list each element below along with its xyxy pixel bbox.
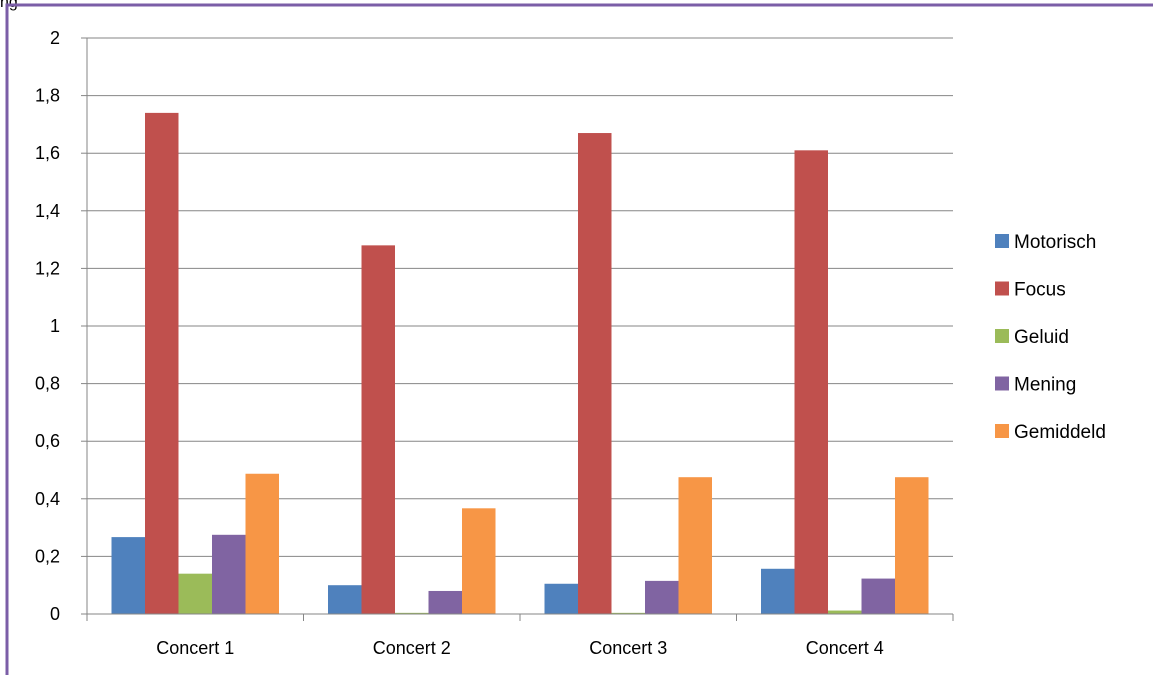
y-tick-label: 1,2 [35,258,60,278]
y-tick-label: 1,4 [35,201,60,221]
bar-motorisch [761,568,795,614]
bars [111,112,929,615]
bar-gemiddeld [462,508,496,614]
chart-border [5,3,1153,675]
x-tick-label: Concert 1 [156,638,234,658]
y-tick-label: 2 [50,28,60,48]
y-tick-label: 1,6 [35,143,60,163]
bar-gemiddeld [245,473,279,614]
legend-label: Geluid [1014,327,1069,348]
legend-label: Mening [1014,375,1076,396]
bar-gemiddeld [895,477,929,614]
bar-geluid [611,612,645,614]
x-tick-label: Concert 2 [373,638,451,658]
bar-focus [794,150,828,614]
legend-label: Gemiddeld [1014,422,1106,443]
bar-focus [361,245,395,615]
y-tick-label: 0,4 [35,489,60,509]
bar-mening [428,590,462,614]
legend-label: Focus [1014,280,1066,301]
bar-mening [645,580,679,614]
legend-swatch [995,234,1009,248]
y-tick-label: 1,8 [35,86,60,106]
axes: 0 0,2 0,4 0,6 0,8 1 1,2 1,4 1,6 1,8 2 Concert 1 Conc… [35,28,954,658]
bar-motorisch [328,585,362,614]
bar-gemiddeld [678,477,712,614]
bar-mening [212,534,246,614]
bar-focus [145,112,179,614]
bar-motorisch [544,583,578,614]
x-tick-label: Concert 3 [589,638,667,658]
legend-swatch [995,376,1009,391]
legend-swatch [995,329,1009,343]
legend-label: Motorisch [1014,232,1096,253]
y-tick-label: 0,6 [35,431,60,451]
legend-swatch [995,424,1009,438]
x-tick-label: Concert 4 [806,638,884,658]
bar-geluid [178,573,212,614]
y-tick-label: 0,8 [35,374,60,394]
bar-geluid [395,612,429,614]
bar-motorisch [111,537,145,614]
y-tick-label: 0 [50,604,60,624]
bar-focus [578,133,612,615]
bar-geluid [828,610,862,614]
legend: Motorisch Focus Geluid Mening Gemiddeld [995,232,1106,443]
y-tick-label: 0,2 [35,546,60,566]
y-tick-label: 1 [50,316,60,336]
bar-mening [861,578,895,614]
legend-swatch [995,281,1009,296]
